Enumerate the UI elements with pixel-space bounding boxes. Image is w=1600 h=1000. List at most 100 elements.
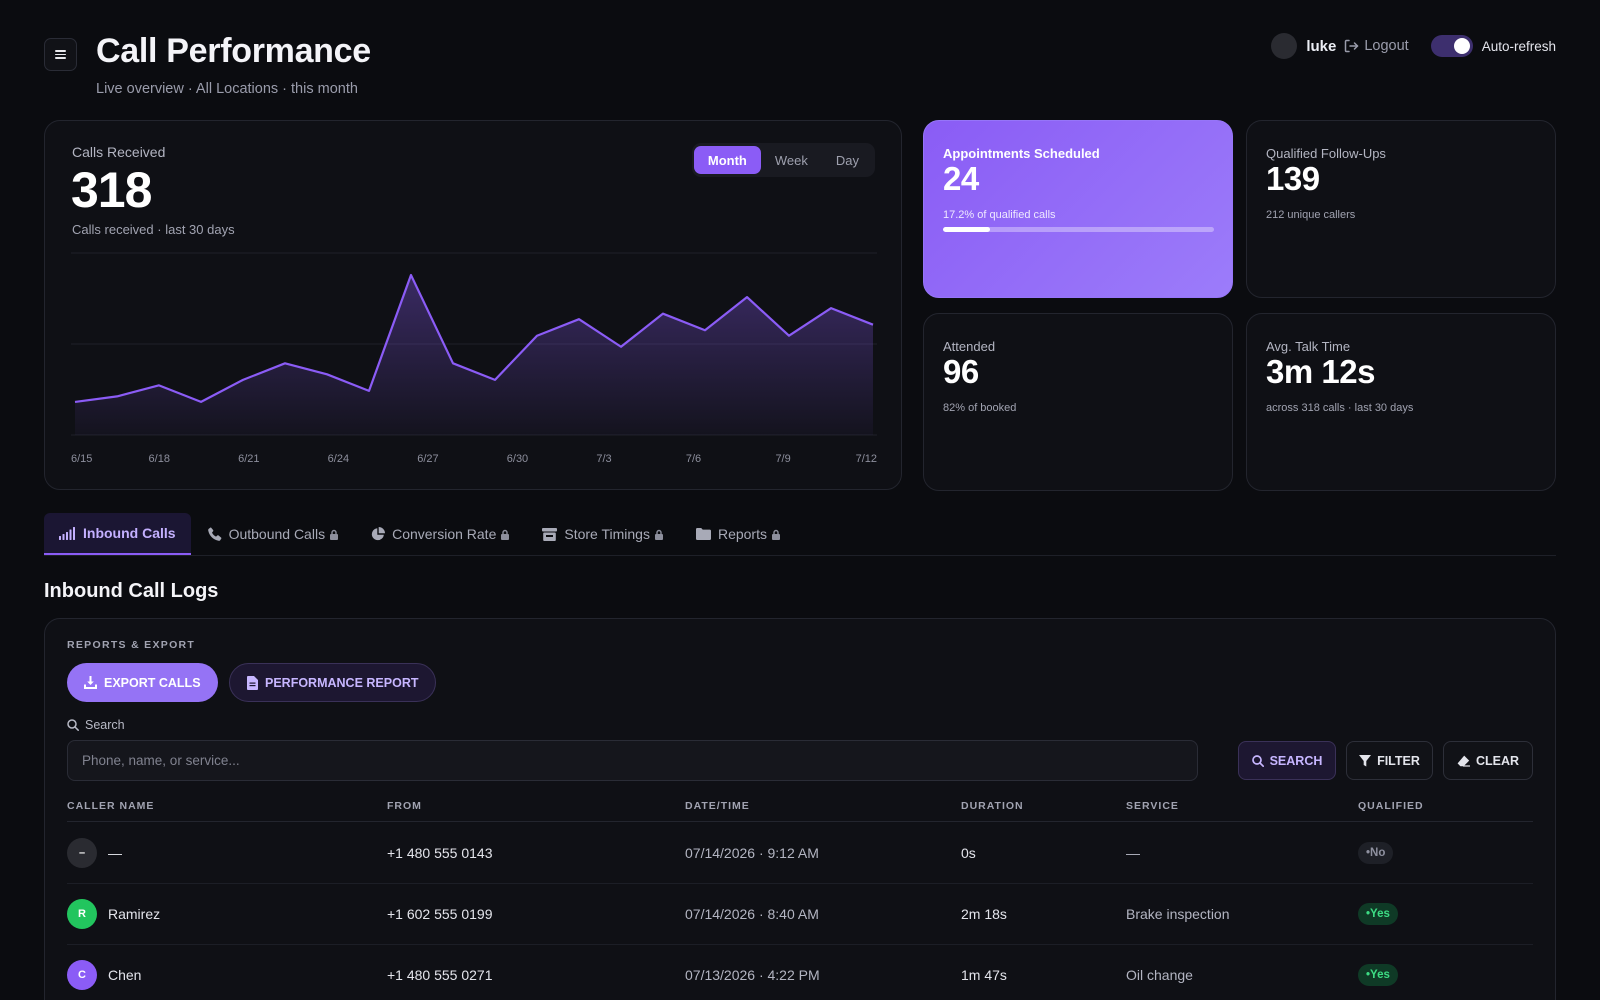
column-header-qualified[interactable]: QUALIFIED	[1358, 800, 1424, 812]
duration-cell: 2m 18s	[961, 906, 1007, 922]
x-tick-label: 6/27	[417, 453, 439, 465]
service-cell: Oil change	[1126, 967, 1193, 983]
search-button-label: SEARCH	[1269, 753, 1323, 768]
search-button[interactable]: SEARCH	[1238, 741, 1336, 780]
pie-chart-icon	[371, 527, 386, 541]
stat-value: 96	[943, 353, 979, 390]
datetime-cell: 07/13/2026 · 4:22 PM	[685, 967, 820, 983]
menu-icon	[55, 50, 66, 59]
x-tick-label: 7/12	[855, 453, 877, 465]
folder-icon	[695, 528, 711, 540]
caller-name: Chen	[108, 967, 142, 983]
from-cell: +1 480 555 0143	[387, 845, 493, 861]
auto-refresh-label: Auto-refresh	[1481, 38, 1556, 54]
chart-point-6/26[interactable]	[573, 313, 585, 325]
x-tick-label: 7/3	[596, 453, 612, 465]
chart-point-6/25[interactable]	[531, 330, 543, 342]
chart-point-6/21[interactable]	[363, 385, 375, 397]
range-week-button[interactable]: Week	[774, 152, 808, 168]
chart-point-6/28[interactable]	[657, 308, 669, 320]
column-header-date-time[interactable]: DATE/TIME	[685, 800, 750, 812]
x-tick-label: 6/15	[71, 453, 93, 465]
export-calls-button[interactable]: EXPORT CALLS	[67, 663, 218, 702]
export-calls-label: EXPORT CALLS	[104, 675, 201, 690]
tab-label: Reports	[717, 526, 767, 542]
logout-link[interactable]: Logout	[1344, 38, 1409, 54]
stat-label: Qualified Follow-Ups	[1266, 146, 1386, 161]
caller-name-cell: – —	[67, 823, 122, 883]
lock-icon	[771, 529, 780, 540]
tab-label: Inbound Calls	[83, 525, 176, 541]
avatar: C	[67, 960, 97, 990]
logout-label: Logout	[1364, 38, 1409, 54]
chart-point-6/29[interactable]	[699, 324, 711, 336]
table-row[interactable]: C Chen +1 480 555 0271 07/13/2026 · 4:22…	[67, 945, 1533, 1000]
table-header: CALLER NAME FROM DATE/TIME DURATION SERV…	[67, 794, 1533, 822]
clear-button-label: CLEAR	[1475, 753, 1520, 768]
x-axis-labels: 6/15 6/18 6/21 6/24 6/27 6/30 7/3 7/6 7/9 7/12	[71, 453, 877, 469]
tab-outbound-calls[interactable]: Outbound Calls	[193, 513, 355, 555]
qualified-cell: • No	[1358, 823, 1394, 883]
caller-name: Ramirez	[108, 906, 161, 922]
qualified-badge: • No	[1358, 842, 1394, 864]
qualified-text: No	[1370, 847, 1386, 859]
chart-point-6/24[interactable]	[489, 374, 501, 386]
chart-point-6/18[interactable]	[237, 374, 249, 386]
chart-point-6/19[interactable]	[279, 357, 291, 369]
filter-button[interactable]: FILTER	[1346, 741, 1433, 780]
stat-subtitle: across 318 calls · last 30 days	[1266, 402, 1414, 414]
calls-received-label: Calls Received	[72, 144, 166, 160]
stat-label: Attended	[943, 339, 996, 354]
stat-value: 139	[1266, 160, 1320, 197]
calls-chart	[71, 252, 877, 436]
range-month-button[interactable]: Month	[693, 146, 761, 174]
search-input[interactable]	[67, 740, 1198, 781]
logout-icon	[1345, 39, 1359, 53]
chart-point-6/27[interactable]	[615, 341, 627, 353]
avatar[interactable]	[1271, 33, 1298, 59]
chart-point-6/16[interactable]	[153, 379, 165, 391]
chart-point-6/17[interactable]	[195, 396, 207, 408]
download-icon	[84, 676, 97, 689]
column-header-from[interactable]: FROM	[387, 800, 422, 812]
table-row[interactable]: – — +1 480 555 0143 07/14/2026 · 9:12 AM…	[67, 823, 1533, 884]
column-header-service[interactable]: SERVICE	[1126, 800, 1179, 812]
caller-name: —	[108, 845, 122, 861]
stat-card-avg-talk-time: Avg. Talk Time 3m 12s across 318 calls ·…	[1246, 313, 1556, 491]
chart-point-6/22[interactable]	[405, 269, 417, 281]
page-subtitle: Live overview · All Locations · this mon…	[96, 81, 358, 97]
chart-point-6/15[interactable]	[111, 390, 123, 402]
username: luke	[1306, 37, 1337, 55]
tab-reports[interactable]: Reports	[681, 513, 796, 555]
clear-button[interactable]: CLEAR	[1443, 741, 1533, 780]
appointments-progress-bar	[943, 227, 1214, 232]
call-logs-panel: REPORTS & EXPORT EXPORT CALLS PERFORMANC…	[44, 618, 1556, 1000]
stat-value: 24	[943, 160, 979, 197]
table-row[interactable]: R Ramirez +1 602 555 0199 07/14/2026 · 8…	[67, 884, 1533, 945]
lock-icon	[330, 529, 339, 540]
qualified-text: Yes	[1370, 969, 1390, 981]
chart-point-6/30[interactable]	[741, 291, 753, 303]
stat-value: 3m 12s	[1266, 353, 1375, 390]
performance-report-label: PERFORMANCE REPORT	[265, 675, 419, 690]
x-tick-label: 6/21	[238, 453, 260, 465]
menu-button[interactable]	[44, 38, 77, 71]
chart-point-7/1[interactable]	[783, 330, 795, 342]
tab-inbound-calls[interactable]: Inbound Calls	[44, 513, 191, 555]
stat-subtitle: 82% of booked	[943, 402, 1017, 414]
tab-label: Conversion Rate	[392, 526, 497, 542]
chart-point-6/23[interactable]	[447, 357, 459, 369]
section-title: Inbound Call Logs	[44, 580, 219, 602]
reports-export-eyebrow: REPORTS & EXPORT	[67, 639, 196, 651]
performance-report-button[interactable]: PERFORMANCE REPORT	[229, 663, 437, 702]
auto-refresh-toggle[interactable]	[1430, 35, 1473, 57]
chart-point-7/2[interactable]	[825, 302, 837, 314]
range-day-button[interactable]: Day	[835, 152, 859, 168]
tab-conversion-rate[interactable]: Conversion Rate	[356, 513, 525, 555]
chart-point-6/20[interactable]	[321, 368, 333, 380]
stat-card-qualified-follow-ups: Qualified Follow-Ups 139 212 unique call…	[1246, 120, 1556, 298]
column-header-caller-name[interactable]: CALLER NAME	[67, 800, 155, 812]
service-cell: Brake inspection	[1126, 906, 1230, 922]
tab-store-timings[interactable]: Store Timings	[527, 513, 679, 555]
column-header-duration[interactable]: DURATION	[961, 800, 1024, 812]
